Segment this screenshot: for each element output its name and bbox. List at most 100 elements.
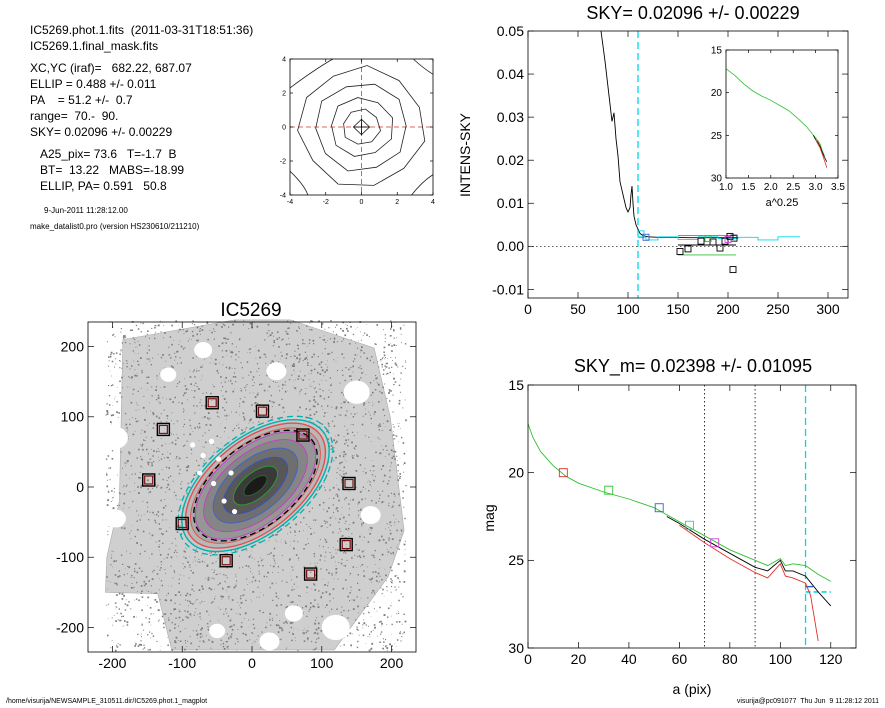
masked-star <box>190 442 196 448</box>
mag-box-mark <box>685 520 694 530</box>
galaxy-isophote <box>243 475 268 497</box>
x-tick-label: 200 <box>380 655 404 671</box>
x-tick-label: 3.0 <box>809 182 823 193</box>
sky-inset-plot: 1.0 1.5 2.0 2.5 3.0 3.5 15 20 25 30 a^0.25 <box>711 46 846 210</box>
mag-series <box>666 516 832 607</box>
contour-arc <box>289 170 309 196</box>
y-tick-label: 0.01 <box>497 195 524 211</box>
a25-ellipse <box>193 429 318 542</box>
x-tick-label: 0 <box>360 199 364 206</box>
sky-box-outer <box>342 476 356 491</box>
mag-profile-frame <box>527 384 857 649</box>
galaxy-image-plot: IC5269 -200 -100 0 100 200 -200 -100 0 100 200 <box>56 300 417 671</box>
y-tick-label: 25 <box>711 131 723 142</box>
contour-plot: -4 -2 0 2 4 -4 -2 0 2 4 <box>280 56 435 206</box>
header-pa: PA = 51.2 +/- 0.7 <box>30 93 133 107</box>
masked-star <box>321 614 350 641</box>
x-tick-label: -100 <box>168 655 196 671</box>
masked-star <box>221 498 227 504</box>
y-tick-label: 0.04 <box>497 66 524 82</box>
sky-profile-plot: SKY= 0.02096 +/- 0.00229 INTENS-SKY 0 50 1… <box>457 3 849 317</box>
y-tick-label: 0 <box>76 479 84 495</box>
x-tick-label: 100 <box>616 301 640 317</box>
y-tick-label: -4 <box>280 192 286 199</box>
inset-marks <box>725 68 828 168</box>
x-tick-label: 2 <box>395 199 399 206</box>
galaxy-isophote <box>203 439 308 533</box>
profile-series <box>638 236 800 241</box>
contour-level <box>331 97 394 157</box>
inset-series <box>815 139 828 168</box>
masked-star <box>259 632 280 651</box>
y-tick-label: -100 <box>56 549 84 565</box>
mag-box-mark <box>654 503 664 513</box>
x-tick-label: 200 <box>716 301 740 317</box>
masked-star <box>231 508 238 515</box>
y-tick-label: 30 <box>711 174 723 185</box>
x-tick-label: 60 <box>672 651 688 667</box>
sky-box-inner <box>257 406 268 416</box>
y-tick-label: 4 <box>282 56 286 63</box>
galaxy-isophote <box>184 422 327 549</box>
mag-box-mark <box>604 485 614 495</box>
y-tick-label: 0 <box>282 124 286 131</box>
x-tick-label: -2 <box>323 199 329 206</box>
x-tick-label: -4 <box>287 199 293 206</box>
footer-path: /home/visurija/NEWSAMPLE_310511.dir/IC52… <box>6 698 208 705</box>
masked-star <box>228 470 234 476</box>
mag-profile-ticks: 0 20 40 60 80 100 120 15 20 25 30 <box>508 377 856 667</box>
sky-box-inner <box>207 398 217 408</box>
inset-background <box>715 48 841 178</box>
header-program: make_datalist0.pro (version HS230610/211… <box>30 222 200 231</box>
y-tick-label: -0.01 <box>492 281 524 297</box>
masked-star <box>209 623 226 639</box>
contour-arc <box>411 174 434 196</box>
sky-box-mark <box>676 248 684 255</box>
x-tick-label: -200 <box>98 655 126 671</box>
sky-box-inner <box>158 424 168 435</box>
mag-box-mark <box>558 468 568 478</box>
sky-box-outer <box>175 516 189 531</box>
masked-star <box>215 456 222 462</box>
masked-star <box>284 605 303 622</box>
sky-profile-ylabel: INTENS-SKY <box>457 112 473 197</box>
header-date: 9-Jun-2011 11:28:12.00 <box>44 206 128 215</box>
masked-star <box>208 438 215 444</box>
sky-box-inner <box>341 539 351 550</box>
mag-profile-plot: SKY_m= 0.02398 +/- 0.01095 mag a (pix) 0… <box>481 356 857 697</box>
y-tick-label: 20 <box>711 88 723 99</box>
x-tick-label: 100 <box>310 655 334 671</box>
header-ellip-pa: ELLIP, PA= 0.591 50.8 <box>40 179 167 193</box>
masked-star <box>117 626 136 643</box>
x-tick-label: 2.0 <box>764 182 778 193</box>
sky-box-inner <box>144 475 154 485</box>
inset-ticks: 1.0 1.5 2.0 2.5 3.0 3.5 15 20 25 30 <box>711 46 846 194</box>
sky-box-mark <box>642 233 650 241</box>
mag-series <box>679 524 819 642</box>
sky-profile-title: SKY= 0.02096 +/- 0.00229 <box>586 3 799 23</box>
x-tick-label: 0 <box>524 301 532 317</box>
header-range: range= 70.- 90. <box>30 109 119 123</box>
x-tick-label: 2.5 <box>786 182 800 193</box>
header-mask-line: IC5269.1.final_mask.fits <box>30 39 159 53</box>
x-tick-label: 50 <box>570 301 586 317</box>
x-tick-label: 40 <box>621 651 637 667</box>
masked-star <box>360 506 381 525</box>
sky-profile-marks <box>528 30 848 298</box>
masked-star <box>197 470 203 476</box>
sky-profile-ticks: 0 50 100 150 200 250 300 -0.01 0.00 0.01 0.02 0.03 0… <box>492 23 848 317</box>
sky-box-outer <box>156 422 171 437</box>
y-tick-label: 0.02 <box>497 152 524 168</box>
sky-box-inner <box>306 569 316 579</box>
contour-arc <box>289 58 334 89</box>
x-tick-label: 100 <box>769 651 793 667</box>
contour-level <box>297 65 426 186</box>
y-tick-label: 0.03 <box>497 109 524 125</box>
header-a25: A25_pix= 73.6 T=-1.7 B <box>40 147 177 161</box>
galaxy-isophote <box>232 465 279 506</box>
galaxy-image-marks <box>103 319 407 652</box>
masked-star <box>160 367 177 382</box>
sky-box-outer <box>339 537 353 552</box>
x-tick-label: 1.0 <box>719 182 733 193</box>
